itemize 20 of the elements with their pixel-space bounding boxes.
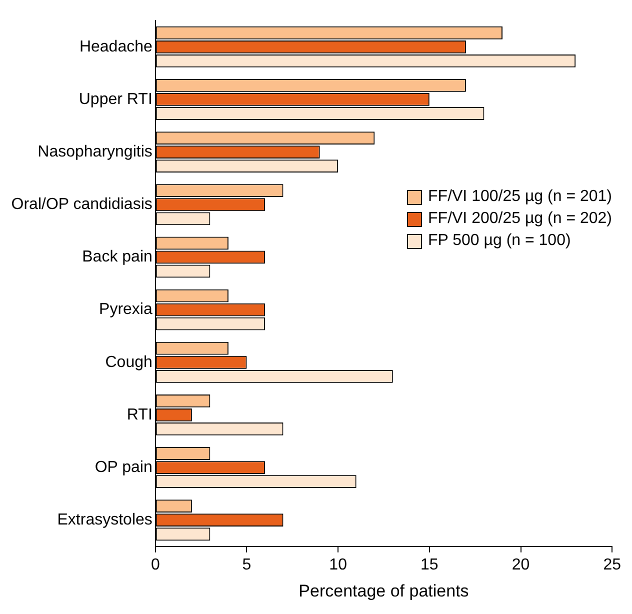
y-tick-label: Upper RTI bbox=[78, 90, 152, 108]
legend-label: FF/VI 200/25 µg (n = 202) bbox=[428, 209, 612, 229]
legend-label: FP 500 µg (n = 100) bbox=[428, 231, 571, 251]
y-tick-label: Back pain bbox=[82, 248, 152, 266]
y-tick-label: Oral/OP candidiasis bbox=[11, 196, 152, 214]
y-tick-label: Nasopharyngitis bbox=[38, 143, 152, 160]
x-tick-label: 25 bbox=[603, 556, 622, 574]
legend-label: FF/VI 100/25 µg (n = 201) bbox=[428, 187, 612, 207]
y-tick-label: Headache bbox=[79, 38, 152, 56]
y-tick-label: Pyrexia bbox=[99, 301, 152, 318]
x-axis-title: Percentage of patients bbox=[298, 581, 469, 600]
y-tick-label: Extrasystoles bbox=[57, 512, 152, 529]
x-tick-label: 5 bbox=[242, 556, 252, 574]
x-tick-label: 15 bbox=[420, 556, 438, 574]
x-tick-label: 0 bbox=[150, 556, 160, 574]
x-tick-label: 10 bbox=[329, 556, 348, 574]
x-tick-label: 20 bbox=[512, 556, 530, 574]
y-tick-label: RTI bbox=[126, 406, 152, 424]
y-tick-label: OP pain bbox=[94, 458, 152, 476]
y-tick-label: Cough bbox=[105, 354, 152, 371]
